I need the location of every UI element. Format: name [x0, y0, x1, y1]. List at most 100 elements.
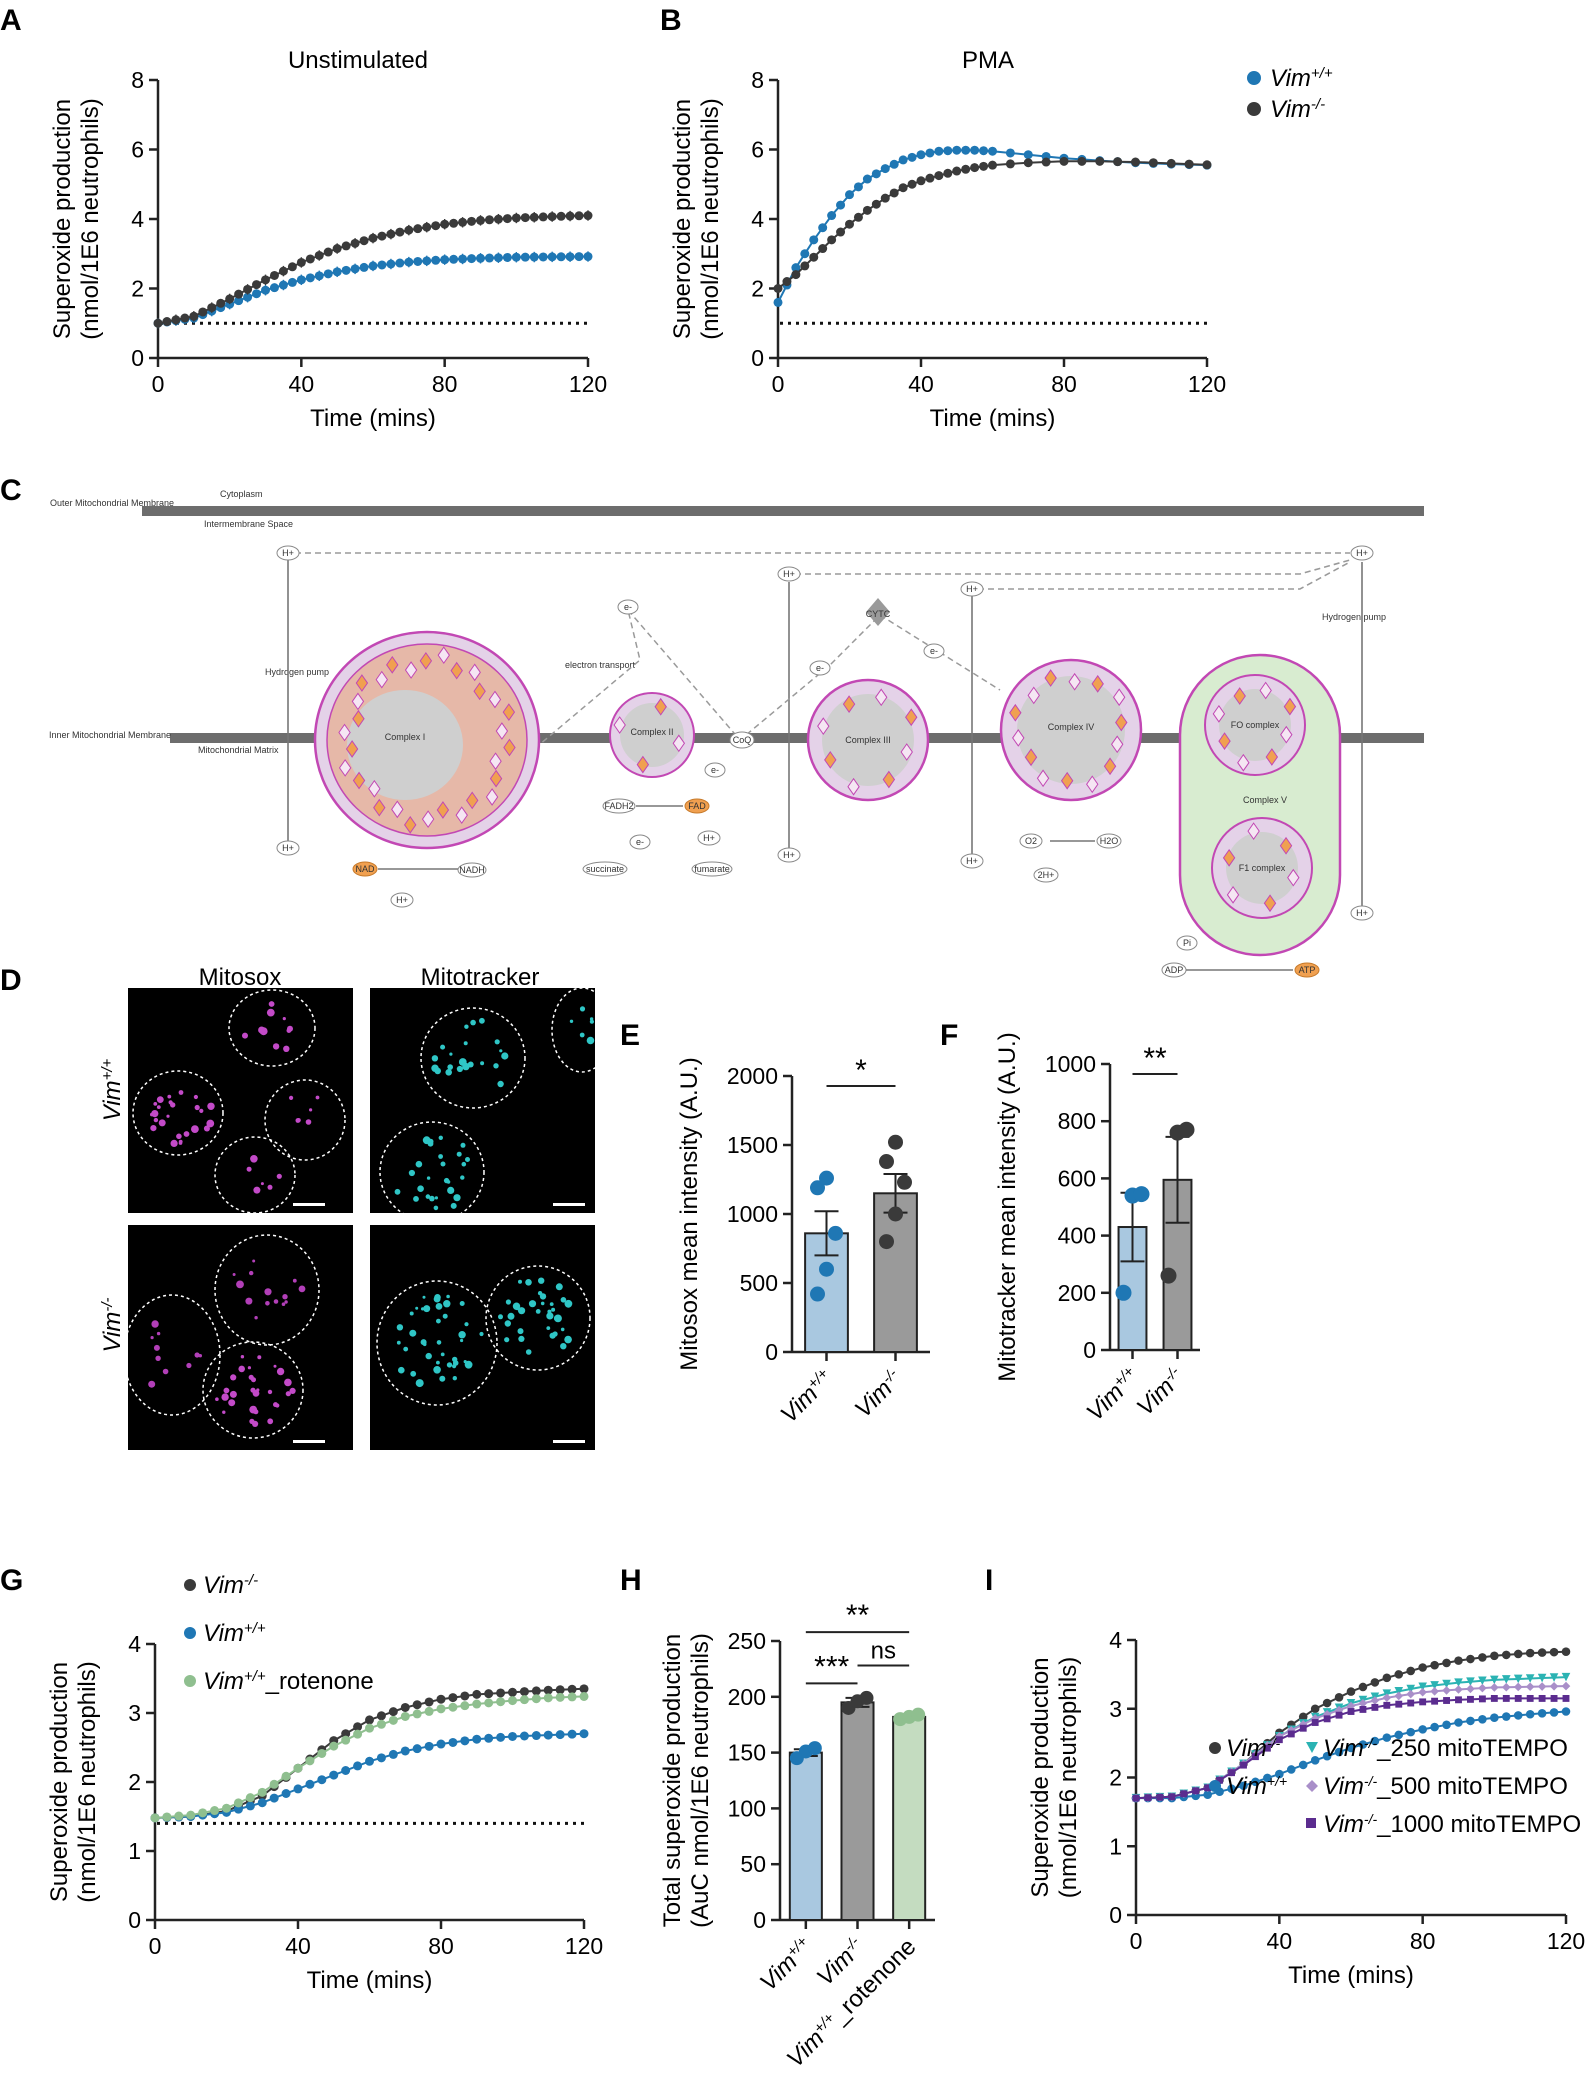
subunit-diamond [1226, 885, 1240, 904]
data-point [1406, 1727, 1416, 1737]
bar-2 [892, 1715, 927, 1921]
fluorescence-spot [282, 1294, 288, 1300]
node-eminus-4 [704, 762, 726, 778]
data-point [1251, 1777, 1260, 1787]
data-point [943, 168, 953, 178]
data-point [1561, 1681, 1571, 1691]
x-tick-label: 0 [149, 1933, 162, 1959]
fluorescence-spot [464, 1360, 473, 1369]
data-point [305, 1779, 315, 1789]
fluorescence-spot [285, 1391, 291, 1397]
fluorescence-spot [409, 1329, 417, 1337]
data-point [836, 227, 846, 237]
data-point [1394, 1691, 1404, 1701]
fluorescence-spot [460, 1142, 466, 1148]
subunit-diamond [338, 759, 352, 777]
data-point [1454, 1685, 1463, 1694]
fluorescence-spot [505, 1299, 511, 1305]
fluorescence-spot [205, 1127, 210, 1132]
fluorescence-spot [413, 1196, 419, 1202]
legend-label-base: Vim [203, 1620, 244, 1647]
fluorescence-spot [232, 1273, 236, 1276]
data-point [1478, 1676, 1487, 1686]
subunit-diamond [404, 815, 417, 834]
fluorescence-spot [429, 1195, 435, 1202]
data-point [565, 211, 575, 221]
data-point [1454, 1678, 1463, 1687]
x-axis-label: Time (mins) [310, 405, 436, 432]
f1-complex-core [1226, 832, 1298, 904]
cell-outline-6 [379, 1121, 485, 1223]
node-hplus-4-label: H+ [966, 584, 978, 594]
data-point [916, 176, 926, 186]
fluorescence-spot [265, 1301, 270, 1306]
data-point [511, 213, 521, 223]
data-point [1334, 1747, 1344, 1757]
y-tick-label: 150 [728, 1740, 766, 1766]
legend-g-label-rot: Vim+/+_rotenone [203, 1668, 374, 1696]
x-axis-label: Time (mins) [930, 405, 1056, 432]
data-point [879, 1234, 894, 1250]
data-point [400, 1711, 410, 1721]
cell-outline-12 [485, 1265, 591, 1371]
data-point [484, 215, 494, 225]
y-tick-label: 0 [128, 1907, 141, 1933]
fluorescence-spot [579, 1006, 586, 1012]
y-tick-label: 1 [1109, 1833, 1122, 1859]
subunit-diamond [503, 738, 516, 757]
y-tick-label: 400 [1058, 1223, 1096, 1249]
legend-label-base: Vim [203, 1572, 244, 1599]
x-tick-label: 120 [1188, 371, 1226, 397]
panel-label-c: C [0, 474, 22, 507]
data-point [583, 252, 593, 262]
node-pi-label: Pi [1183, 938, 1191, 948]
fluorescence-spot [221, 1393, 229, 1401]
subunit-diamond [875, 688, 888, 707]
fluorescence-spot [156, 1331, 161, 1336]
data-point [925, 148, 935, 158]
subunit-diamond [1287, 868, 1300, 887]
data-point [293, 1763, 303, 1773]
significance-label: * [855, 1054, 867, 1087]
y-tick-label: 3 [1109, 1696, 1122, 1722]
node-eminus-1-label: e- [624, 602, 632, 612]
y-tick-label: 8 [131, 67, 144, 93]
data-point [376, 1753, 386, 1763]
data-point [1537, 1648, 1547, 1657]
subunit-diamond [375, 670, 389, 689]
data-point [810, 1286, 825, 1302]
data-point [579, 1729, 589, 1739]
node-fadh2-label: FADH2 [604, 801, 633, 811]
subunit-diamond [1036, 769, 1050, 788]
data-point [819, 1170, 834, 1186]
hplus-dashed-line-low [978, 561, 1351, 590]
data-point [988, 146, 997, 156]
data-point [827, 235, 837, 245]
y-axis-label: Superoxide production [46, 1662, 73, 1902]
data-point [449, 254, 459, 264]
data-point [934, 171, 944, 181]
data-point [520, 213, 530, 223]
subunit-diamond [1112, 688, 1126, 707]
data-point [1513, 1674, 1523, 1684]
fluorescence-spot [254, 1316, 258, 1320]
fluorescence-spot [440, 1352, 445, 1357]
hydrogen-pump-right-label: Hydrogen pump [1322, 612, 1386, 622]
fluorescence-spot [493, 1063, 499, 1069]
data-point [508, 1696, 517, 1706]
data-point [484, 253, 494, 263]
subunit-diamond [654, 697, 667, 716]
data-point [162, 1812, 172, 1822]
fluorescence-spot [394, 1188, 401, 1195]
legend-ab-marker-wt [1247, 71, 1261, 85]
subunit-diamond [455, 806, 468, 825]
data-point [1203, 1790, 1212, 1799]
data-point [484, 1733, 494, 1743]
fluorescence-spot [409, 1311, 414, 1316]
data-point [529, 252, 539, 262]
fluorescence-spot [440, 1044, 446, 1050]
fluorescence-spot [258, 1026, 266, 1034]
data-point [1252, 1753, 1259, 1761]
image-mitotracker-ko [370, 1225, 595, 1450]
subunit-diamond [502, 703, 516, 721]
